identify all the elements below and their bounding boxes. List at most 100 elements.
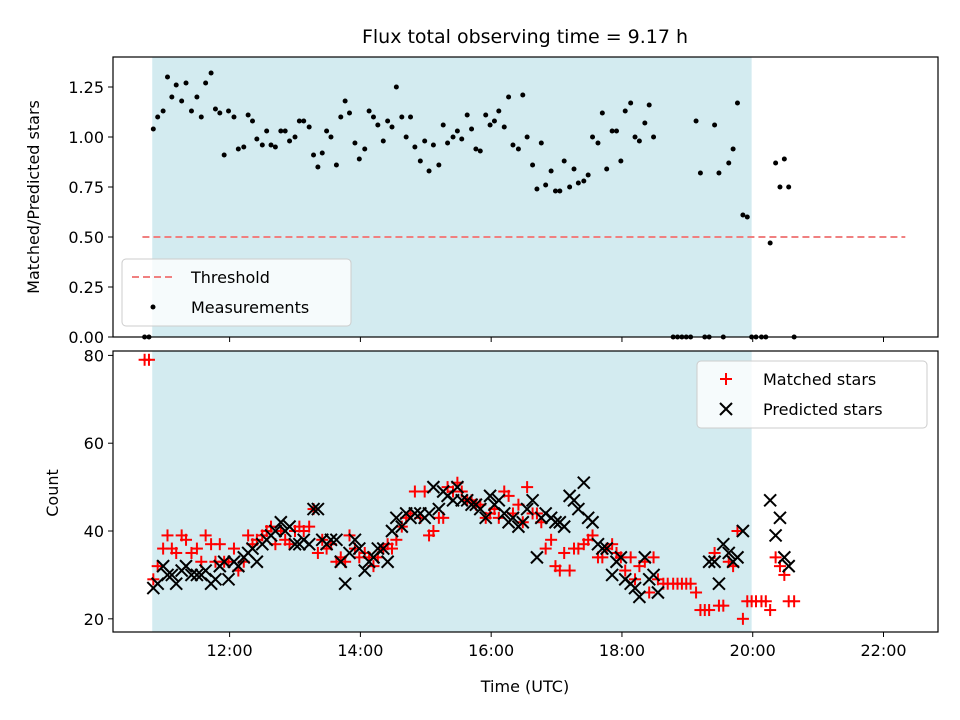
predicted-star-point [492,493,506,507]
measurement-point [777,184,783,190]
predicted-star-point [250,555,264,569]
matched-star-point [242,529,255,542]
measurement-point [786,184,792,190]
measurement-point [604,166,610,172]
predicted-star-point [208,572,223,587]
measurement-point [422,138,428,144]
predicted-star-point [516,515,530,529]
predicted-star-point [169,576,183,591]
measurement-point [241,144,247,150]
measurement-point [548,168,554,174]
chart-title: Flux total observing time = 9.17 h [362,26,688,48]
matched-star-point [619,564,632,577]
predicted-star-point [716,537,731,551]
measurement-point [366,108,372,114]
predicted-star-point [595,541,610,556]
measurement-point [646,102,652,108]
y-tick-label: 0.75 [68,178,104,197]
measurement-point [315,164,321,170]
measurement-point [445,140,451,146]
measurement-point [217,110,223,116]
measurement-point [370,114,376,120]
predicted-star-point [614,550,628,565]
measurement-point [328,134,334,140]
measurement-point [245,112,251,118]
predicted-star-point [473,502,487,516]
predicted-star-point [599,541,614,556]
predicted-star-point [520,502,534,516]
measurement-point [726,160,732,166]
measurement-point [571,166,577,172]
predicted-star-point [432,502,446,516]
matched-star-point [643,586,656,599]
measurement-point [412,144,418,150]
measurement-point [208,70,214,76]
measurement-point [417,158,423,164]
y-tick-label: 80 [84,346,104,365]
top-x-ticks [229,337,885,342]
measurement-point [730,146,736,152]
measurement-point [496,108,502,114]
predicted-star-point [245,541,260,556]
measurement-point [179,98,185,104]
bottom-x-ticks: 12:00 14:00 16:00 18:00 20:00 22:00 [207,632,907,660]
bottom-y-ticks: 20 40 60 80 [84,346,113,629]
y-tick-label: 60 [84,434,104,453]
measurement-point [362,146,368,152]
measurement-point [306,124,312,130]
matched-star-point [647,551,660,564]
legend-measurements-swatch [150,304,156,310]
measurement-point [767,240,773,246]
measurement-point [581,178,587,184]
measurement-point [268,142,274,148]
predicted-star-point [389,511,404,525]
measurement-point [254,136,260,142]
predicted-star-point [455,493,469,507]
matched-star-point [199,529,212,542]
legend-measurements-label: Measurements [191,298,309,317]
predicted-star-point [217,555,231,569]
predicted-star-point [184,568,199,582]
predicted-star-point [231,559,246,573]
bottom-panel: 12:00 14:00 16:00 18:00 20:00 22:00 20406080 … [43,346,939,696]
measurement-point [408,114,414,120]
predicted-star-point [777,550,792,565]
predicted-star-point [722,546,736,560]
measurement-point [618,158,624,164]
predicted-star-point [282,519,297,534]
measurement-point [487,122,493,128]
predicted-star-point [464,497,479,512]
matched-star-point [311,546,324,559]
predicted-star-point [352,541,367,556]
predicted-star-point [221,572,236,587]
matched-star-point [190,542,203,555]
predicted-star-point [274,515,288,529]
predicted-star-point [702,555,716,569]
predicted-star-point [768,528,783,543]
measurement-point [557,188,563,194]
measurement-point [585,172,591,178]
top-legend-box [121,258,352,327]
predicted-star-point [632,590,647,604]
legend-matched-swatch [720,373,732,385]
matched-star-point [385,542,398,555]
measurement-point [734,100,740,106]
measurement-point [235,146,241,152]
measurement-point [436,162,442,168]
y-tick-label: 0.00 [68,328,104,347]
matched-star-point [161,529,174,542]
x-tick-label: 22:00 [860,641,906,660]
predicted-star-point [763,493,777,507]
top-legend: Threshold Measurements [121,258,352,327]
measurement-point [301,118,307,124]
predicted-star-point [707,555,722,569]
measurement-point [296,118,302,124]
measurement-point [506,94,512,100]
measurement-point [426,168,432,174]
y-tick-label: 40 [84,522,104,541]
measurement-point [491,118,497,124]
measurement-point [628,100,634,106]
matched-star-point [521,481,534,494]
bottom-y-axis-label: Count [43,469,62,517]
